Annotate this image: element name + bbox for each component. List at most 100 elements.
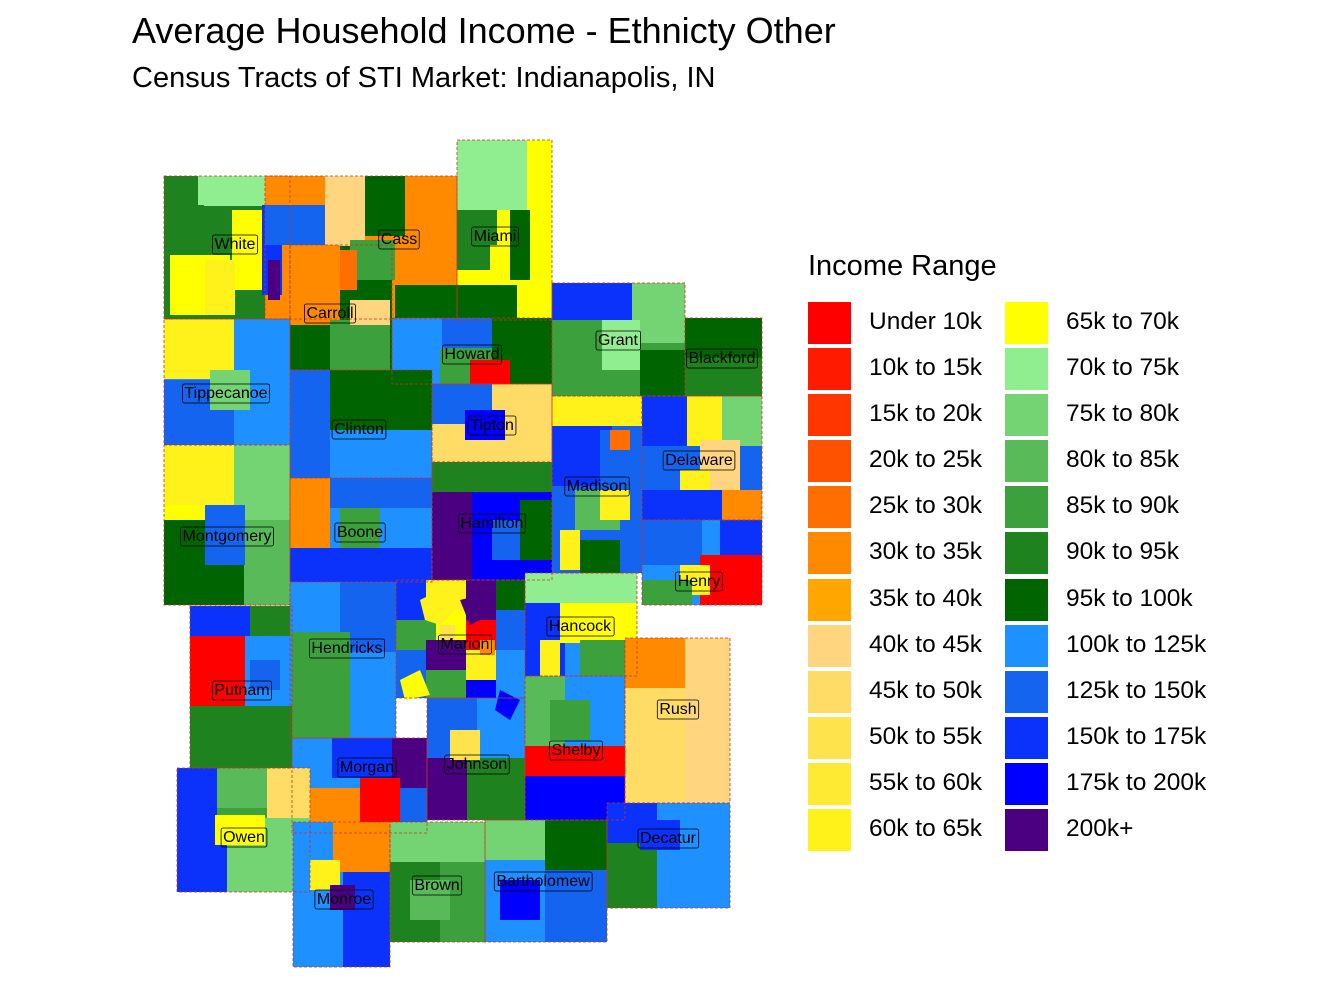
county-label-box [444,754,510,775]
census-tract [350,300,390,325]
census-tract [333,822,390,872]
census-tract [440,625,455,640]
legend-label: 200k+ [1066,815,1134,843]
census-tract [687,396,722,446]
county-label: Rush [656,699,700,720]
census-tract [164,205,204,255]
census-tract [190,706,292,768]
county-labels: White Cass Miami Carroll Howard Grant Blackfor… [180,226,758,910]
legend-swatch [1005,762,1048,805]
census-tract [525,746,625,776]
county-label: Johnson [444,754,510,775]
county-label-box [675,571,723,592]
county-label: Clinton [331,419,387,440]
census-tract [205,260,235,315]
census-tract [685,318,762,358]
county-label: Howard [442,344,502,365]
county-label-text: Grant [598,332,639,349]
county-label-text: Montgomery [183,528,272,545]
census-tract [426,670,466,698]
census-tract [525,573,637,603]
census-tract [164,445,234,505]
legend-swatch [808,624,851,667]
county-label-text: Madison [567,478,627,495]
legend-swatch [808,394,851,437]
census-tract [290,582,340,632]
county-label-box [438,634,492,655]
county-label: Tipton [467,415,517,436]
county-label-text: White [215,236,256,253]
county-label: Decatur [637,828,700,849]
county-label-box [304,303,356,324]
county-label-text: Clinton [334,421,384,438]
legend-label: 80k to 85k [1066,446,1180,474]
census-tract [290,478,330,548]
county-label: Marion [438,634,492,655]
census-tract [390,822,485,862]
county-label-text: Hancock [549,618,612,635]
county-border [641,519,763,606]
county-label-box [564,476,630,497]
legend-label: 100k to 125k [1066,630,1207,658]
census-tract [552,396,642,426]
census-tract [600,490,630,520]
legend-label: 85k to 90k [1066,492,1180,520]
census-tract [432,462,552,492]
census-tract [250,660,280,690]
county-label: Montgomery [180,526,274,547]
census-tract [432,492,472,580]
legend-swatch [1005,302,1048,344]
county-label-box [334,522,386,543]
census-tract [405,176,457,231]
county-label-box [220,827,268,848]
county-label-text: Boone [337,524,383,541]
census-tract [625,638,685,688]
census-tract [642,580,692,605]
legend-label: 45k to 50k [869,676,983,704]
census-tract [217,768,267,808]
legend-label: 25k to 30k [869,492,983,520]
census-tract [330,320,390,370]
county-border [456,139,553,321]
county-label: Morgan [337,757,397,778]
legend-swatch [808,440,851,483]
county-label: Putnam [212,680,272,701]
census-tract [640,350,685,396]
legend-label: 15k to 20k [869,400,983,428]
county-label-box [662,450,736,471]
county-label: Hendricks [309,638,385,659]
census-tract [496,610,525,650]
county-label-text: Howard [444,346,499,363]
census-tract [560,530,580,570]
county-label-text: Henry [678,573,721,590]
legend-swatch [1005,532,1048,575]
county-label-text: Rush [659,701,696,718]
county-label-box [182,383,271,404]
census-tract [205,505,245,565]
census-tract [410,880,450,920]
census-tract [232,210,262,290]
census-tract [330,478,432,508]
county-label-box [458,513,526,534]
legend-swatch [1005,440,1048,483]
county-label-text: Carroll [306,305,353,322]
census-tract [545,870,607,942]
census-tract [350,240,395,280]
county-borders [163,139,763,968]
county-label: Hancock [546,616,615,637]
census-tract [330,430,432,478]
legend-label: 55k to 60k [869,768,983,796]
county-label: Bartholomew [493,871,593,892]
legend-swatch [1005,716,1048,759]
county-label: Owen [220,827,268,848]
legend-label: 50k to 55k [869,722,983,750]
county-label-text: Shelby [552,742,601,759]
census-tract [720,490,762,520]
census-tract [457,285,517,320]
county-label-box [331,419,387,440]
census-tract [190,636,245,706]
county-border [395,579,526,699]
legend-swatch [808,348,851,391]
county-label: Henry [675,571,723,592]
